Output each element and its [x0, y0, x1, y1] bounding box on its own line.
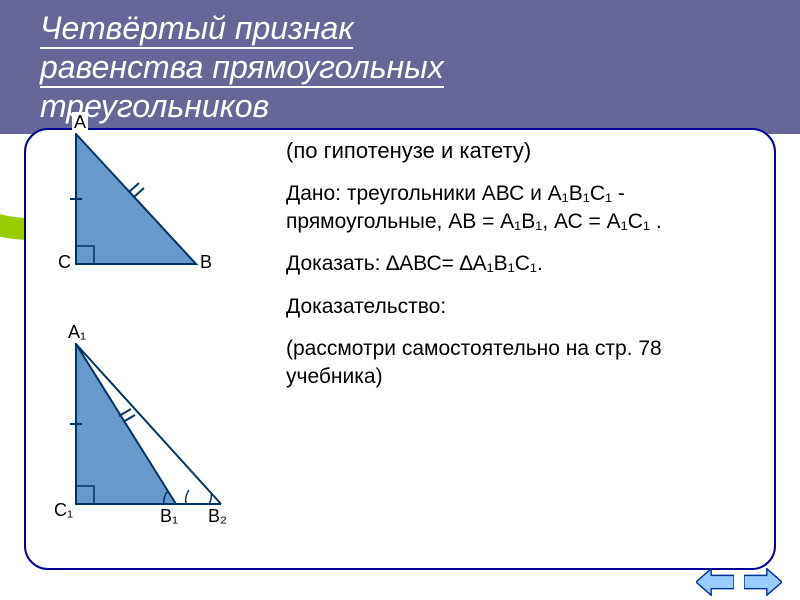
- prove-text: Доказать: ∆АВС= ∆А₁В₁С₁.: [286, 250, 764, 278]
- header-line2: равенства прямоугольных: [40, 49, 444, 85]
- slide-header: Четвёртый признак равенства прямоугольны…: [0, 0, 800, 134]
- nav-arrows: [696, 568, 782, 596]
- proof-label: Доказательство:: [286, 293, 764, 321]
- header-line1: Четвёртый признак: [40, 10, 353, 46]
- text-area: (по гипотенузе и катету) Дано: треугольн…: [286, 136, 764, 406]
- vertex-B2: В₂: [206, 506, 229, 527]
- vertex-B: В: [198, 252, 214, 273]
- vertex-C1: С₁: [52, 500, 75, 521]
- vertex-B1: В₁: [158, 506, 180, 527]
- given-text: Дано: треугольники АВС и А₁В₁С₁ - прямоу…: [286, 180, 764, 237]
- proof-note: (рассмотри самостоятельно на стр. 78 уче…: [286, 335, 764, 392]
- vertex-C: С: [56, 252, 73, 273]
- subtitle: (по гипотенузе и катету): [286, 136, 764, 166]
- content-frame: А В С А₁ С₁: [24, 128, 776, 570]
- diagram-area: А В С А₁ С₁: [46, 130, 276, 570]
- vertex-A: А: [72, 112, 88, 133]
- prev-arrow-button[interactable]: [696, 568, 734, 596]
- next-arrow-button[interactable]: [744, 568, 782, 596]
- triangle-a1b1c1: [46, 336, 256, 526]
- vertex-A1: А₁: [66, 322, 88, 343]
